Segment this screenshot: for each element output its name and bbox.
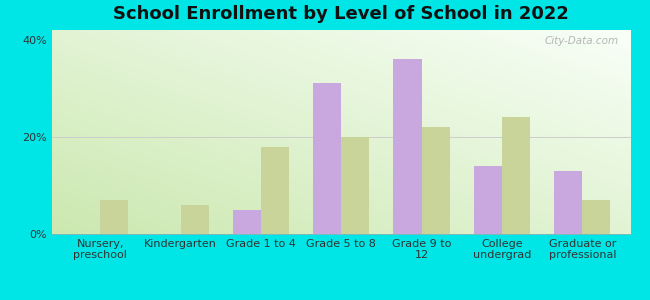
Bar xyxy=(341,137,369,234)
Bar xyxy=(233,210,261,234)
Bar xyxy=(313,83,341,234)
Bar xyxy=(100,200,128,234)
Bar xyxy=(181,205,209,234)
Bar xyxy=(261,147,289,234)
Bar xyxy=(422,127,450,234)
Bar xyxy=(502,117,530,234)
Bar xyxy=(393,59,422,234)
Title: School Enrollment by Level of School in 2022: School Enrollment by Level of School in … xyxy=(113,5,569,23)
Bar xyxy=(474,166,502,234)
Bar xyxy=(582,200,610,234)
Text: City-Data.com: City-Data.com xyxy=(545,36,619,46)
Bar xyxy=(554,171,582,234)
